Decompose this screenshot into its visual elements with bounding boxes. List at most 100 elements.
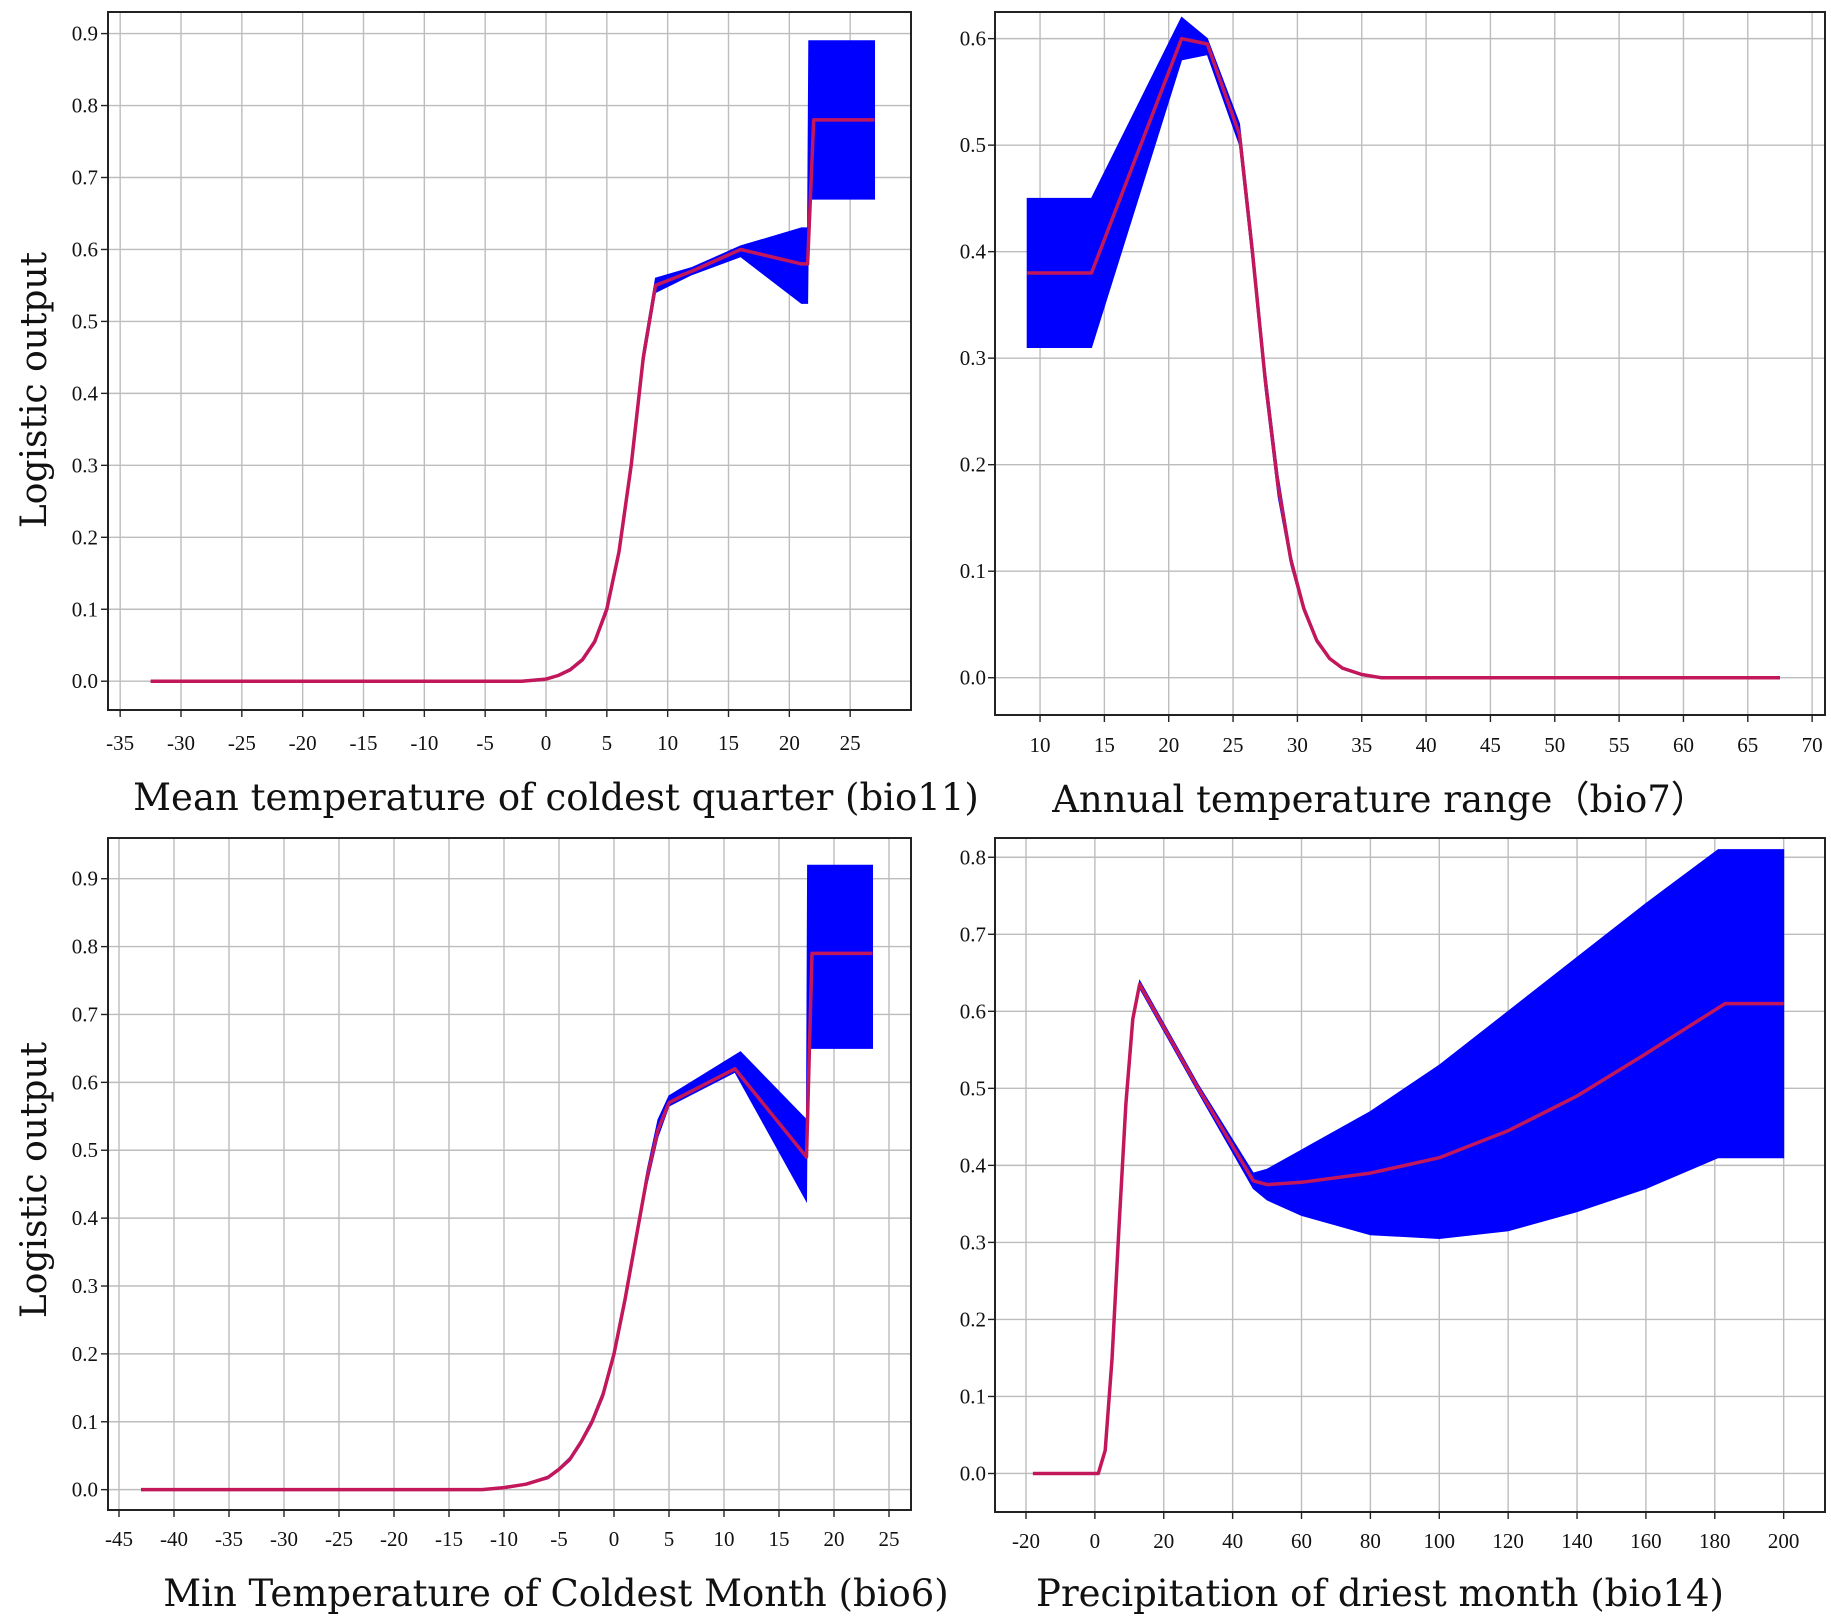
x-tick-label: -25 <box>228 731 256 755</box>
y-tick-label: 0.5 <box>72 1138 98 1162</box>
x-tick-label: 15 <box>769 1527 790 1551</box>
y-tick-label: 0.0 <box>72 669 98 693</box>
confidence-band <box>1026 16 1780 679</box>
x-tick-label: 25 <box>840 731 861 755</box>
x-tick-label: 100 <box>1424 1529 1456 1553</box>
x-tick-label: 140 <box>1561 1529 1593 1553</box>
chart-panel-top-right: 10 15 20 25 30 35 40 45 50 55 60 65 70 0.0 0.1 0.2 0.3 0.… <box>960 11 1826 821</box>
y-tick-label: 0.7 <box>960 922 986 946</box>
x-axis-label: Annual temperature range（bio7） <box>1051 778 1708 821</box>
y-tick-label: 0.2 <box>960 1307 986 1331</box>
y-tick-label: 0.3 <box>960 1230 986 1254</box>
mean-response-line <box>150 118 875 683</box>
y-tick-label: 0.6 <box>960 27 986 51</box>
y-tick-label: 0.3 <box>960 346 986 370</box>
x-tick-label: 15 <box>1094 733 1115 757</box>
y-tick-label: 0.9 <box>72 867 98 891</box>
plot-frame <box>994 837 1826 1513</box>
plot-frame <box>107 837 912 1511</box>
x-tick-label: 0 <box>541 731 552 755</box>
x-tick-label: 25 <box>1223 733 1244 757</box>
x-tick-label: 20 <box>779 731 800 755</box>
x-tick-label: 10 <box>714 1527 735 1551</box>
x-axis-label: Mean temperature of coldest quarter (bio… <box>133 776 979 819</box>
y-axis-label: Logistic output <box>14 251 55 528</box>
x-tick-label: 65 <box>1737 733 1758 757</box>
x-tick-label: -35 <box>215 1527 243 1551</box>
x-tick-label: 60 <box>1291 1529 1312 1553</box>
x-tick-label: 10 <box>657 731 678 755</box>
x-tick-label: 20 <box>824 1527 845 1551</box>
x-tick-label: -20 <box>380 1527 408 1551</box>
y-tick-label: 0.5 <box>960 1076 986 1100</box>
y-tick-label: 0.2 <box>960 453 986 477</box>
y-tick-label: 0.0 <box>960 666 986 690</box>
plot-frame <box>994 11 1826 716</box>
x-tick-label: 50 <box>1544 733 1565 757</box>
y-tick-label: 0.4 <box>72 1206 99 1230</box>
y-tick-label: 0.8 <box>72 935 98 959</box>
confidence-band <box>150 40 875 682</box>
plot-frame <box>107 11 912 711</box>
x-tick-label: 30 <box>1287 733 1308 757</box>
chart-panel-bottom-right: -20 0 20 40 60 80 100 120 140 160 180 200 0.0 0.1 0.2 0… <box>960 837 1826 1615</box>
chart-panel-top-left: -35 -30 -25 -20 -15 -10 -5 0 5 10 15 20 25 0.0 0.1 0.2 0… <box>14 11 979 819</box>
y-tick-label: 0.3 <box>72 1274 98 1298</box>
y-tick-label: 0.5 <box>72 309 98 333</box>
x-tick-label: 200 <box>1768 1529 1800 1553</box>
x-axis-label: Precipitation of driest month (bio14) <box>1036 1572 1724 1615</box>
y-tick-label: 0.4 <box>960 240 987 264</box>
y-tick-label: 0.1 <box>960 1384 986 1408</box>
x-tick-label: 120 <box>1492 1529 1524 1553</box>
x-tick-label: -30 <box>167 731 195 755</box>
x-tick-label: -10 <box>410 731 438 755</box>
x-tick-label: 40 <box>1416 733 1437 757</box>
y-tick-label: 0.2 <box>72 1342 98 1366</box>
x-tick-label: 5 <box>664 1527 675 1551</box>
y-tick-label: 0.8 <box>960 845 986 869</box>
x-tick-label: -20 <box>1012 1529 1040 1553</box>
confidence-band <box>1032 849 1785 1474</box>
x-tick-label: -30 <box>270 1527 298 1551</box>
x-tick-label: 15 <box>718 731 739 755</box>
y-tick-label: 0.7 <box>72 1002 98 1026</box>
x-tick-label: -15 <box>435 1527 463 1551</box>
y-tick-label: 0.6 <box>960 999 986 1023</box>
chart-panel-bottom-left: -45 -40 -35 -30 -25 -20 -15 -10 -5 0 5 10 15 20 25 0.0 0… <box>14 837 949 1615</box>
y-tick-label: 0.0 <box>72 1478 98 1502</box>
y-tick-label: 0.6 <box>72 1070 98 1094</box>
y-tick-label: 0.1 <box>960 559 986 583</box>
y-tick-label: 0.4 <box>72 381 99 405</box>
mean-response-line <box>1027 36 1780 680</box>
y-tick-label: 0.3 <box>72 453 98 477</box>
x-tick-label: -15 <box>350 731 378 755</box>
x-tick-label: -10 <box>490 1527 518 1551</box>
x-tick-label: -25 <box>325 1527 353 1551</box>
y-tick-label: 0.1 <box>72 597 98 621</box>
y-tick-label: 0.7 <box>72 166 98 190</box>
y-tick-label: 0.6 <box>72 237 98 261</box>
x-tick-label: 40 <box>1222 1529 1243 1553</box>
x-axis-label: Min Temperature of Coldest Month (bio6) <box>163 1572 948 1615</box>
x-tick-label: 70 <box>1802 733 1823 757</box>
x-tick-label: 160 <box>1630 1529 1662 1553</box>
y-tick-label: 0.0 <box>960 1461 986 1485</box>
x-tick-label: 0 <box>609 1527 620 1551</box>
y-tick-label: 0.4 <box>960 1153 987 1177</box>
x-tick-label: -45 <box>105 1527 133 1551</box>
x-tick-label: -5 <box>476 731 494 755</box>
y-axis-label: Logistic output <box>14 1041 55 1318</box>
x-tick-label: 35 <box>1351 733 1372 757</box>
y-tick-label: 0.1 <box>72 1410 98 1434</box>
x-tick-label: -40 <box>160 1527 188 1551</box>
y-tick-label: 0.8 <box>72 94 98 118</box>
x-tick-label: -35 <box>106 731 134 755</box>
x-tick-label: 20 <box>1153 1529 1174 1553</box>
x-tick-label: 10 <box>1030 733 1051 757</box>
x-tick-label: 60 <box>1673 733 1694 757</box>
confidence-band <box>141 864 873 1491</box>
x-tick-label: 55 <box>1609 733 1630 757</box>
x-tick-label: 5 <box>602 731 613 755</box>
x-tick-label: 180 <box>1699 1529 1731 1553</box>
